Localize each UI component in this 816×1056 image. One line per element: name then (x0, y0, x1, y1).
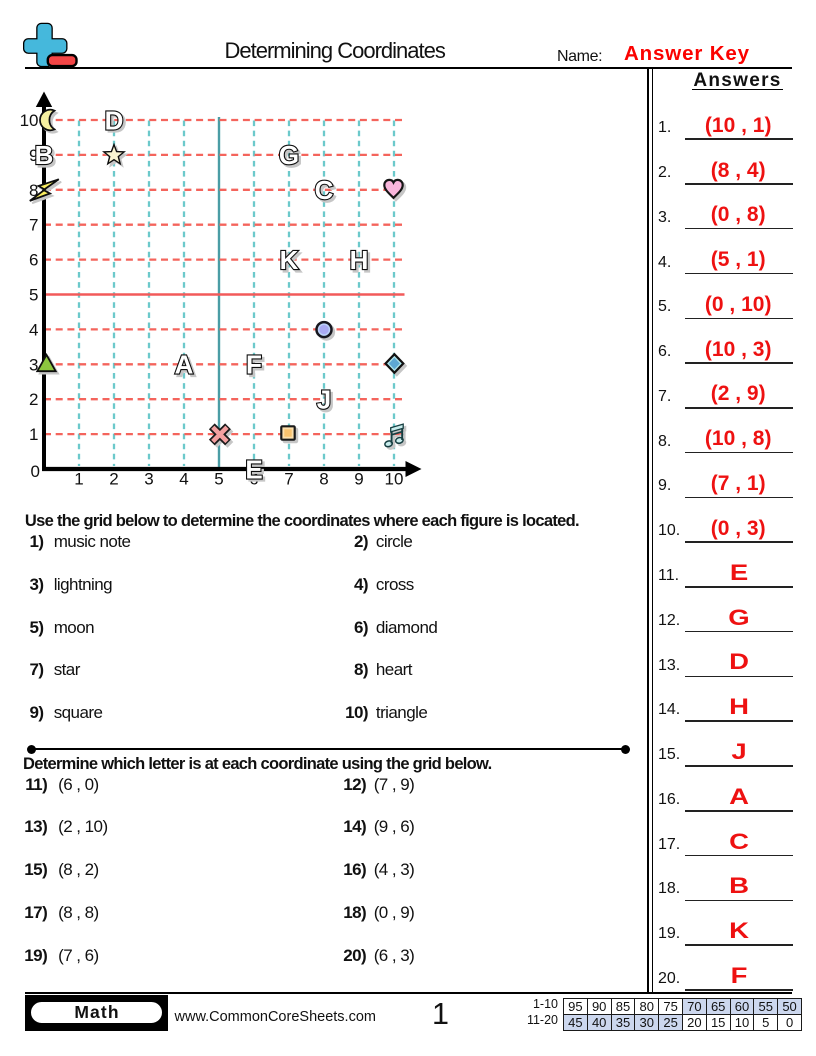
svg-text:G: G (279, 140, 299, 170)
svg-text:8: 8 (319, 470, 328, 489)
svg-text:C: C (317, 178, 336, 208)
svg-text:A: A (177, 352, 196, 382)
svg-text:F: F (248, 352, 264, 382)
svg-text:10: 10 (20, 111, 39, 130)
svg-text:7: 7 (284, 470, 293, 489)
svg-text:E: E (245, 454, 262, 484)
svg-text:D: D (105, 105, 124, 135)
svg-text:1: 1 (74, 470, 83, 489)
svg-text:4: 4 (29, 320, 38, 339)
svg-text:J: J (319, 387, 333, 417)
svg-text:C: C (315, 175, 334, 205)
svg-text:H: H (352, 247, 371, 277)
svg-text:1: 1 (29, 425, 38, 444)
svg-text:9: 9 (354, 470, 363, 489)
svg-text:5: 5 (214, 470, 223, 489)
svg-text:0: 0 (31, 462, 40, 481)
svg-text:H: H (350, 245, 369, 275)
svg-text:6: 6 (29, 251, 38, 270)
svg-text:J: J (317, 385, 331, 415)
svg-text:3: 3 (144, 470, 153, 489)
svg-text:K: K (282, 247, 301, 277)
svg-text:10: 10 (385, 470, 404, 489)
svg-text:B: B (37, 143, 56, 173)
svg-text:9: 9 (29, 146, 38, 165)
svg-text:8: 8 (29, 181, 38, 200)
svg-text:D: D (107, 108, 126, 138)
svg-text:E: E (248, 457, 265, 487)
svg-text:2: 2 (109, 470, 118, 489)
svg-text:A: A (175, 350, 194, 380)
svg-text:K: K (280, 245, 299, 275)
svg-text:3: 3 (29, 355, 38, 374)
svg-text:B: B (35, 140, 54, 170)
svg-text:5: 5 (29, 286, 38, 305)
svg-text:F: F (246, 350, 262, 380)
svg-text:6: 6 (249, 470, 258, 489)
svg-text:4: 4 (179, 470, 188, 489)
svg-text:2: 2 (29, 390, 38, 409)
svg-text:7: 7 (29, 216, 38, 235)
svg-text:G: G (281, 143, 301, 173)
